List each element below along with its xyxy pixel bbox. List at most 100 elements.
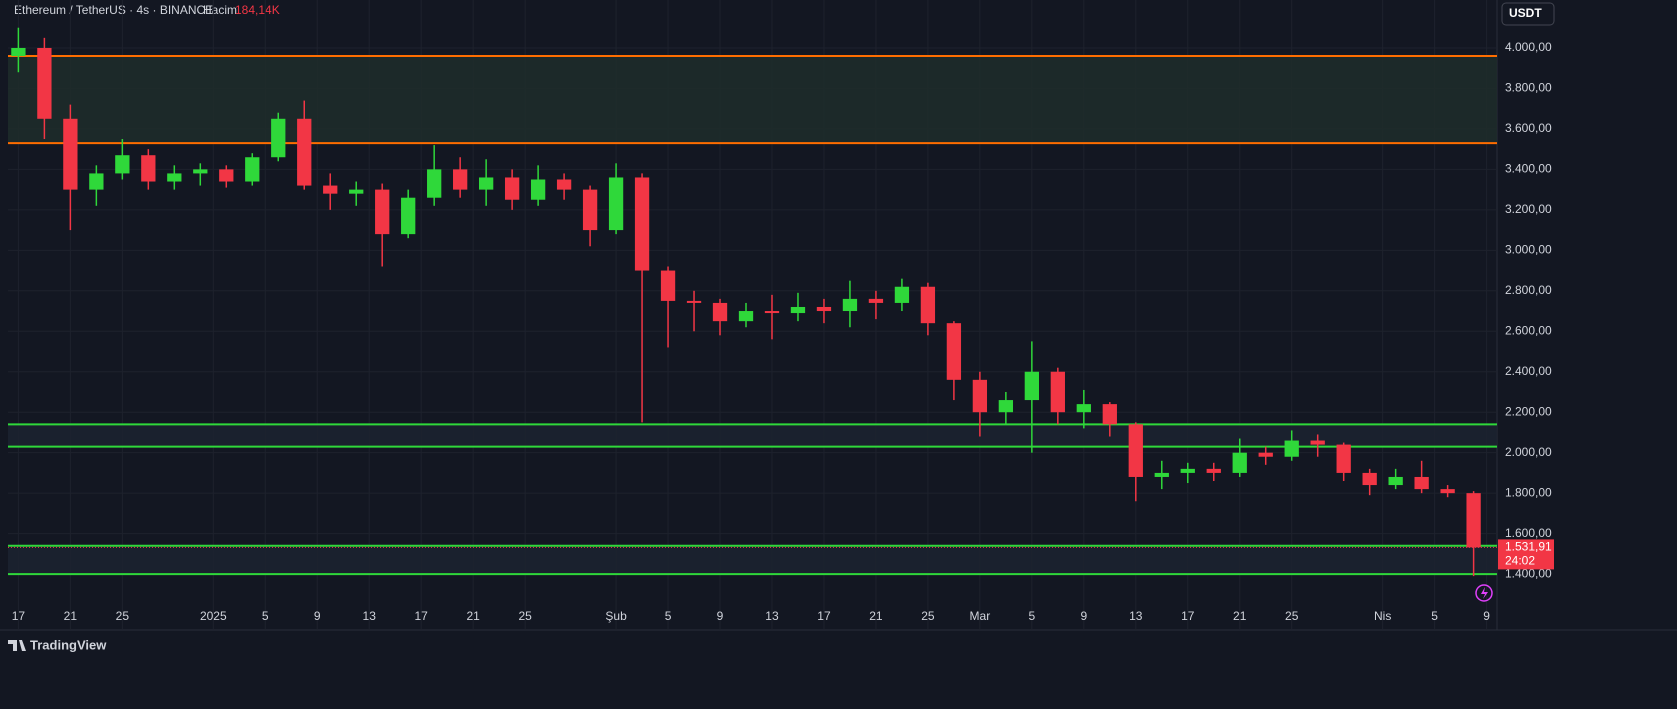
candle-body — [1466, 493, 1481, 548]
candle-body — [998, 400, 1014, 413]
y-tick-label: 2.200,00 — [1505, 404, 1552, 418]
x-tick-label: 13 — [765, 609, 779, 623]
candle-body — [323, 185, 338, 194]
y-tick-label: 4.000,00 — [1505, 40, 1552, 54]
candle-body — [219, 169, 234, 182]
candle-body — [453, 169, 468, 190]
candle-body — [1310, 440, 1325, 445]
candle-body — [63, 118, 78, 190]
candle-body — [115, 155, 130, 174]
candle-body — [375, 189, 390, 235]
candle-body — [1206, 468, 1221, 473]
candle-body — [1414, 476, 1429, 490]
candle-body — [1362, 472, 1377, 486]
y-tick-label: 1.400,00 — [1505, 566, 1552, 580]
candle-body — [894, 286, 910, 303]
x-tick-label: 25 — [518, 609, 532, 623]
candle-body — [1076, 404, 1091, 413]
y-tick-label: 2.800,00 — [1505, 283, 1552, 297]
y-tick-label: 1.600,00 — [1505, 526, 1552, 540]
currency[interactable]: USDT — [1509, 6, 1542, 20]
currency-button[interactable] — [1501, 2, 1555, 26]
x-tick-label: 17 — [817, 609, 831, 623]
candle-body — [245, 157, 260, 182]
x-tick-label: 13 — [363, 609, 377, 623]
candle-body — [868, 298, 884, 303]
plot — [8, 0, 1497, 630]
brand-logo — [8, 640, 26, 651]
zone — [8, 424, 1497, 447]
candle-body — [349, 189, 364, 194]
candle-body — [1284, 440, 1299, 457]
x-tick-label: 9 — [1483, 609, 1490, 623]
replay-bolt — [1481, 587, 1488, 599]
candle-body — [401, 197, 416, 235]
x-tick-label: 5 — [1431, 609, 1438, 623]
x-tick-label: 25 — [921, 609, 935, 623]
x-tick-label: 21 — [64, 609, 78, 623]
countdown: 24:02 — [1505, 554, 1535, 568]
candle-body — [608, 177, 624, 231]
last-price-label: 1.531,91 — [1505, 540, 1552, 554]
candle-body — [89, 173, 104, 190]
candle-body — [842, 298, 858, 312]
y-tick-label: 2.000,00 — [1505, 445, 1552, 459]
candle-body — [920, 286, 936, 324]
candle-body — [1154, 472, 1169, 477]
last-price-box — [1498, 539, 1554, 570]
candle-body — [37, 47, 52, 119]
candle-body — [1180, 468, 1195, 473]
candle-body — [582, 189, 598, 231]
candle-body — [193, 169, 208, 174]
candle-body — [1440, 489, 1455, 494]
x-tick-label: 9 — [1080, 609, 1087, 623]
volume-label: Hacim — [203, 3, 237, 17]
y-tick-label: 3.000,00 — [1505, 242, 1552, 256]
x-tick-label: 21 — [466, 609, 480, 623]
candle-body — [504, 177, 520, 200]
y-tick-label: 2.400,00 — [1505, 364, 1552, 378]
candle-body — [530, 179, 546, 200]
x-tick-label: 9 — [314, 609, 321, 623]
x-tick-label: Şub — [605, 609, 627, 623]
x-tick-label: 9 — [717, 609, 724, 623]
y-tick-label: 3.600,00 — [1505, 121, 1552, 135]
candle-body — [946, 323, 962, 380]
candle-body — [167, 173, 182, 182]
candle-body — [1232, 452, 1247, 473]
x-tick-label: Nis — [1374, 609, 1391, 623]
y-tick-label: 3.400,00 — [1505, 162, 1552, 176]
candle-body — [686, 300, 702, 303]
brand: TradingView — [30, 637, 107, 652]
candle-body — [141, 155, 156, 182]
candle-body — [1050, 371, 1065, 413]
x-tick-label: 17 — [414, 609, 428, 623]
x-tick-label: Mar — [970, 609, 991, 623]
candle-body — [427, 169, 442, 198]
chart-title: Ethereum / TetherUS · 4s · BINANCE — [14, 3, 213, 17]
x-tick-label: 5 — [665, 609, 672, 623]
candle-body — [556, 179, 572, 190]
x-tick-label: 13 — [1129, 609, 1143, 623]
candle-body — [1336, 444, 1351, 473]
volume-value: 184,14K — [235, 3, 280, 17]
candle-body — [764, 311, 780, 314]
candle-body — [297, 118, 312, 186]
candle-body — [1388, 476, 1403, 486]
zone — [8, 545, 1497, 575]
candle-body — [271, 118, 286, 158]
candle-body — [1102, 404, 1117, 425]
x-tick-label: 25 — [1285, 609, 1299, 623]
zone — [8, 56, 1497, 144]
x-tick-label: 5 — [1029, 609, 1036, 623]
x-tick-label: 21 — [869, 609, 883, 623]
x-tick-label: 25 — [116, 609, 130, 623]
y-tick-label: 1.800,00 — [1505, 485, 1552, 499]
candle-body — [816, 306, 832, 312]
x-tick-label: 21 — [1233, 609, 1247, 623]
replay-icon[interactable] — [1475, 584, 1493, 602]
x-tick-label: 5 — [262, 609, 269, 623]
y-tick-label: 3.800,00 — [1505, 81, 1552, 95]
